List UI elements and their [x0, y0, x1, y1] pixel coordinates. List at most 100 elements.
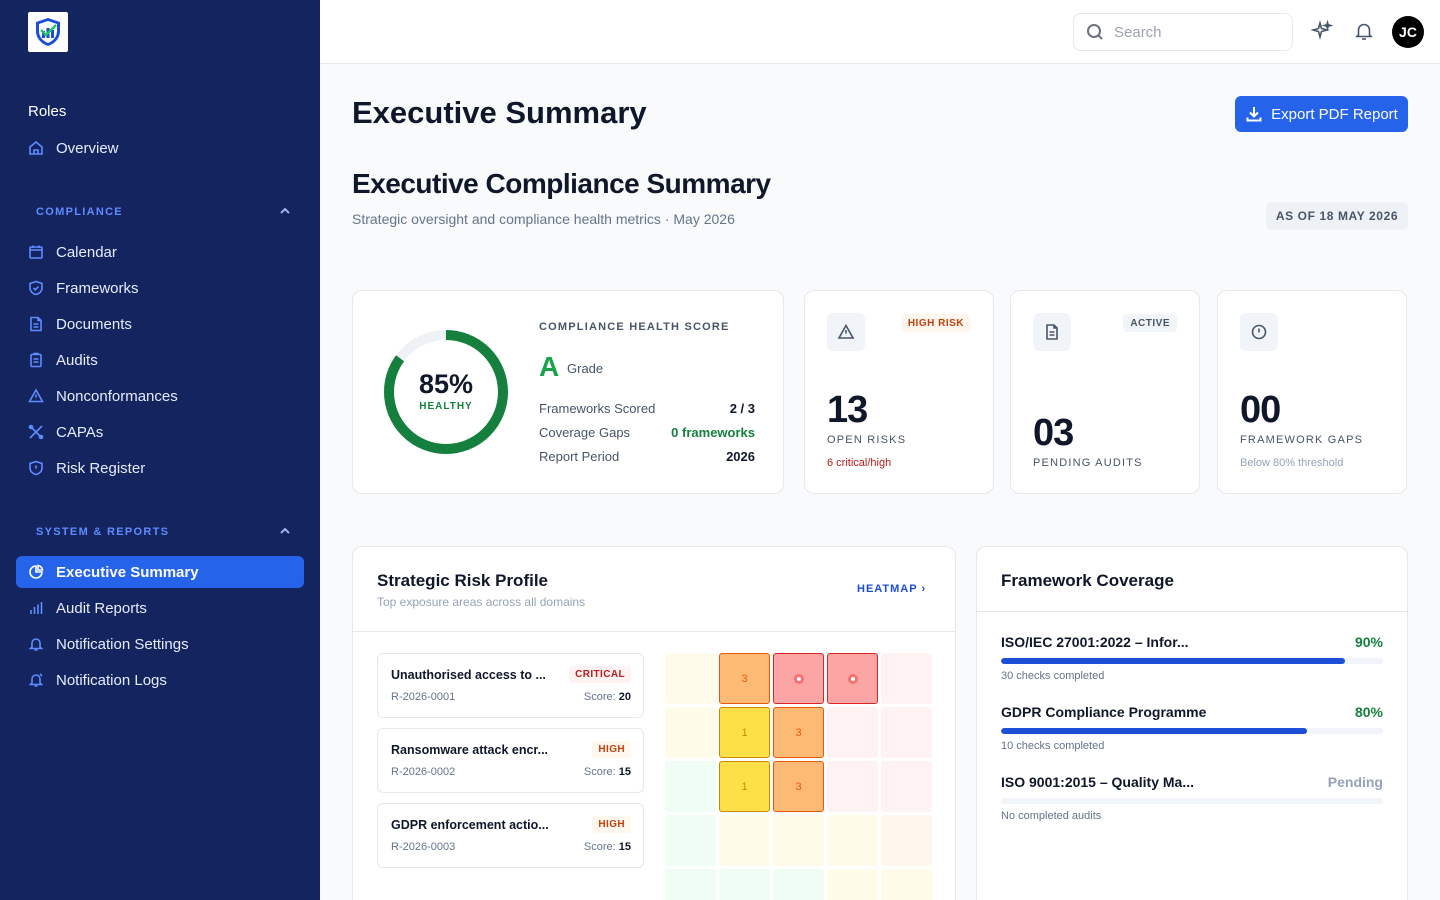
risk-item[interactable]: Unauthorised access to ... CRITICAL R-20…: [377, 653, 644, 718]
search-input[interactable]: [1114, 23, 1274, 41]
heatmap-cell[interactable]: [827, 815, 878, 866]
heatmap-cell[interactable]: [665, 653, 716, 704]
divider: [353, 631, 955, 632]
heatmap-cell[interactable]: [665, 869, 716, 900]
shield-check-icon: [28, 280, 44, 296]
heatmap-link[interactable]: HEATMAP ›: [857, 583, 926, 595]
chevron-up-icon[interactable]: [278, 204, 292, 218]
sidebar-item-capas[interactable]: CAPAs: [16, 416, 304, 448]
sidebar-item-nonconformances[interactable]: Nonconformances: [16, 380, 304, 412]
notification-bell-icon[interactable]: [1353, 20, 1375, 42]
coverage-progress-bar: [1001, 798, 1383, 804]
user-avatar[interactable]: JC: [1392, 16, 1424, 48]
sidebar-item-label: Audits: [56, 351, 98, 369]
heatmap-cell[interactable]: [773, 869, 824, 900]
coverage-framework-name[interactable]: GDPR Compliance Programme: [1001, 704, 1207, 720]
open-risks-number: 13: [827, 389, 868, 431]
score-label: Score:: [583, 766, 616, 778]
pending-audits-number: 03: [1033, 412, 1074, 454]
document-icon: [28, 316, 44, 332]
sidebar-item-frameworks[interactable]: Frameworks: [16, 272, 304, 304]
risk-title: Unauthorised access to ...: [391, 668, 546, 682]
page-title: Executive Summary: [352, 95, 647, 130]
open-risks-label: OPEN RISKS: [827, 434, 907, 446]
nav-roles[interactable]: Roles: [28, 103, 67, 120]
bell-log-icon: [28, 672, 44, 688]
heatmap-cell[interactable]: [881, 869, 932, 900]
row-label: Coverage Gaps: [539, 425, 631, 440]
heatmap-cell[interactable]: 1: [719, 707, 770, 758]
risk-item[interactable]: GDPR enforcement actio... HIGH R-2026-00…: [377, 803, 644, 868]
heatmap-cell[interactable]: [881, 707, 932, 758]
sidebar-item-audit-reports[interactable]: Audit Reports: [16, 592, 304, 624]
clipboard-icon: [28, 352, 44, 368]
heatmap-cell[interactable]: [719, 869, 770, 900]
tools-icon: [28, 424, 44, 440]
heatmap-cell[interactable]: [773, 653, 824, 704]
score-value: 20: [618, 691, 631, 703]
heatmap-cell[interactable]: [827, 761, 878, 812]
as-of-date-badge: AS OF 18 MAY 2026: [1266, 202, 1408, 230]
heatmap-link-label: HEATMAP: [857, 583, 918, 595]
heatmap-cell[interactable]: 1: [719, 761, 770, 812]
app-logo[interactable]: [28, 12, 68, 52]
sidebar-item-label: Notification Logs: [56, 671, 167, 689]
coverage-percent: 80%: [1354, 704, 1383, 720]
calendar-icon: [28, 244, 44, 260]
sidebar-item-label: Overview: [56, 139, 119, 157]
heatmap-cell[interactable]: [881, 815, 932, 866]
pending-audits-label: PENDING AUDITS: [1033, 457, 1143, 469]
heatmap-cell[interactable]: 3: [773, 761, 824, 812]
heatmap-cell[interactable]: 3: [719, 653, 770, 704]
heatmap-cell[interactable]: [881, 761, 932, 812]
sidebar-item-notification-logs[interactable]: Notification Logs: [16, 664, 304, 696]
sidebar-item-documents[interactable]: Documents: [16, 308, 304, 340]
chevron-up-icon[interactable]: [278, 524, 292, 538]
heatmap-cell[interactable]: [773, 815, 824, 866]
heatmap-cell[interactable]: [827, 707, 878, 758]
strategic-risk-profile-card: Strategic Risk Profile Top exposure area…: [352, 546, 956, 900]
risk-item[interactable]: Ransomware attack encr... HIGH R-2026-00…: [377, 728, 644, 793]
coverage-framework-name[interactable]: ISO/IEC 27001:2022 – Infor...: [1001, 634, 1189, 650]
sidebar-item-overview[interactable]: Overview: [16, 132, 304, 164]
framework-gaps-card[interactable]: 00 FRAMEWORK GAPS Below 80% threshold: [1217, 290, 1407, 494]
health-row-coverage-gaps: Coverage Gaps 0 frameworks: [539, 425, 755, 440]
sparkles-icon[interactable]: [1309, 19, 1334, 42]
coverage-progress-bar: [1001, 728, 1383, 734]
shield-alert-icon: [28, 460, 44, 476]
health-row-report-period: Report Period 2026: [539, 449, 755, 464]
pie-chart-icon: [28, 564, 44, 580]
sidebar-item-label: Executive Summary: [56, 563, 199, 581]
health-percent: 85%: [418, 369, 474, 399]
heatmap-cell[interactable]: 3: [773, 707, 824, 758]
heatmap-cell[interactable]: [665, 815, 716, 866]
sidebar-item-audits[interactable]: Audits: [16, 344, 304, 376]
score-label: Score:: [583, 691, 616, 703]
health-score-ring: [384, 330, 508, 454]
coverage-framework-name[interactable]: ISO 9001:2015 – Quality Ma...: [1001, 774, 1194, 790]
heatmap-cell[interactable]: [827, 869, 878, 900]
search-box[interactable]: [1073, 13, 1293, 51]
sidebar-item-calendar[interactable]: Calendar: [16, 236, 304, 268]
sidebar-item-notification-settings[interactable]: Notification Settings: [16, 628, 304, 660]
open-risks-card[interactable]: HIGH RISK 13 OPEN RISKS 6 critical/high: [804, 290, 994, 494]
risk-title: GDPR enforcement actio...: [391, 818, 549, 832]
heatmap-cell[interactable]: [827, 653, 878, 704]
sidebar-item-risk-register[interactable]: Risk Register: [16, 452, 304, 484]
score-value: 15: [618, 766, 631, 778]
heatmap-cell[interactable]: [881, 653, 932, 704]
heatmap-cell[interactable]: [719, 815, 770, 866]
risk-profile-title: Strategic Risk Profile: [377, 571, 549, 590]
heatmap-cell[interactable]: [665, 707, 716, 758]
row-label: Frameworks Scored: [539, 401, 656, 416]
sidebar-item-label: Calendar: [56, 243, 117, 261]
heatmap-cell[interactable]: [665, 761, 716, 812]
pending-audits-card[interactable]: ACTIVE 03 PENDING AUDITS: [1010, 290, 1200, 494]
score-label: Score:: [583, 841, 616, 853]
document-icon: [1033, 313, 1071, 351]
risk-title: Ransomware attack encr...: [391, 743, 549, 757]
sidebar-item-executive-summary[interactable]: Executive Summary: [16, 556, 304, 588]
export-pdf-button[interactable]: Export PDF Report: [1235, 96, 1408, 132]
ring-progress: [384, 330, 508, 454]
risk-id: R-2026-0003: [391, 841, 456, 853]
